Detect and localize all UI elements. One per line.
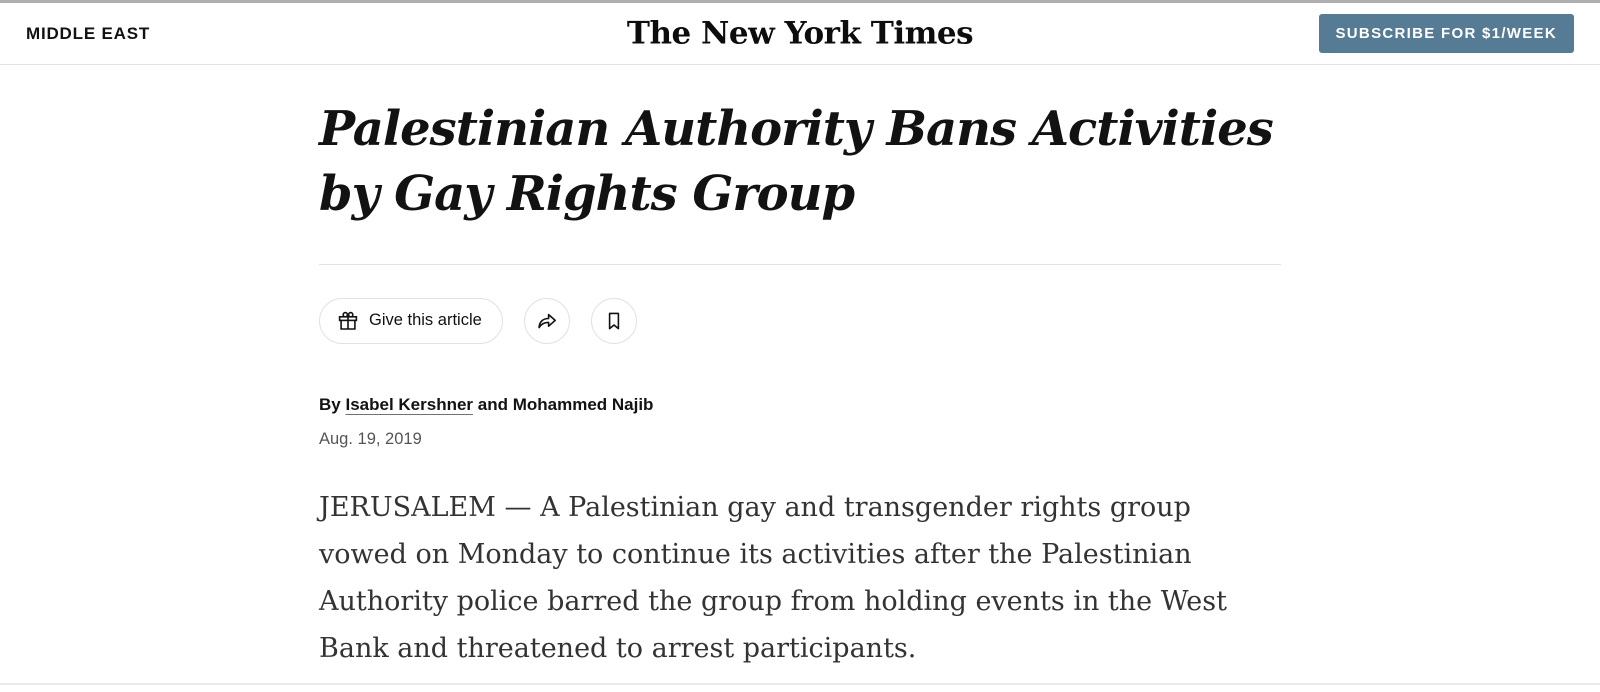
give-article-button[interactable]: Give this article [319, 297, 503, 344]
article-content: Palestinian Authority Bans Activities by… [319, 97, 1281, 672]
nyt-logo[interactable]: The New York Times [626, 14, 974, 51]
article-paragraph: JERUSALEM — A Palestinian gay and transg… [319, 491, 1227, 664]
subscribe-button[interactable]: SUBSCRIBE FOR $1/WEEK [1318, 14, 1574, 53]
article-actions: Give this article [319, 297, 1281, 344]
author-mohammed-najib: Mohammed Najib [512, 394, 654, 414]
save-button[interactable] [590, 297, 637, 344]
bookmark-icon [602, 309, 626, 333]
gift-icon [336, 309, 360, 333]
byline-connector: and [473, 394, 513, 414]
page-bottom-divider [0, 683, 1600, 685]
author-link-isabel-kershner[interactable]: Isabel Kershner [345, 394, 474, 414]
headline-divider [319, 263, 1281, 265]
byline: By Isabel Kershner and Mohammed Najib [319, 395, 1281, 415]
topbar: MIDDLE EAST The New York Times SUBSCRIBE… [0, 3, 1600, 65]
publish-date: Aug. 19, 2019 [319, 429, 422, 448]
article-headline: Palestinian Authority Bans Activities by… [319, 101, 1274, 223]
give-article-label: Give this article [369, 311, 482, 330]
share-icon [535, 309, 559, 333]
share-button[interactable] [523, 297, 570, 344]
byline-prefix: By [319, 394, 346, 414]
section-link-middle-east[interactable]: MIDDLE EAST [26, 23, 151, 43]
